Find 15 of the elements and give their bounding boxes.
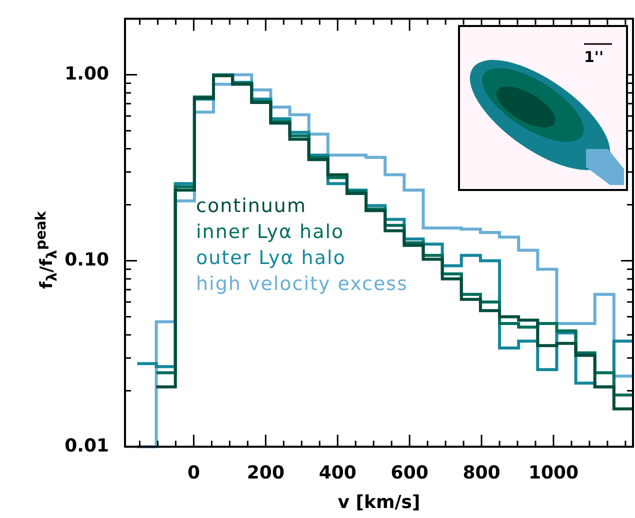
- series-label: high velocity excess: [196, 272, 408, 297]
- x-tick-label: 800: [462, 462, 500, 484]
- series-label: outer Lyα halo: [196, 246, 347, 271]
- y-tick-label: 0.01: [64, 435, 109, 456]
- series-label: inner Lyα halo: [196, 220, 346, 245]
- x-tick-label: 600: [390, 462, 428, 484]
- y-tick-label: 1.00: [64, 63, 109, 84]
- x-tick-label: 0: [187, 462, 200, 484]
- x-tick-label: 200: [246, 462, 284, 484]
- x-tick-label: 1000: [528, 462, 579, 484]
- x-tick-label: 400: [318, 462, 356, 484]
- y-tick-label: 0.10: [64, 249, 109, 270]
- annotation: 1'': [584, 48, 604, 66]
- series-label: continuum: [196, 194, 308, 219]
- x-axis-title: v [km/s]: [338, 492, 420, 513]
